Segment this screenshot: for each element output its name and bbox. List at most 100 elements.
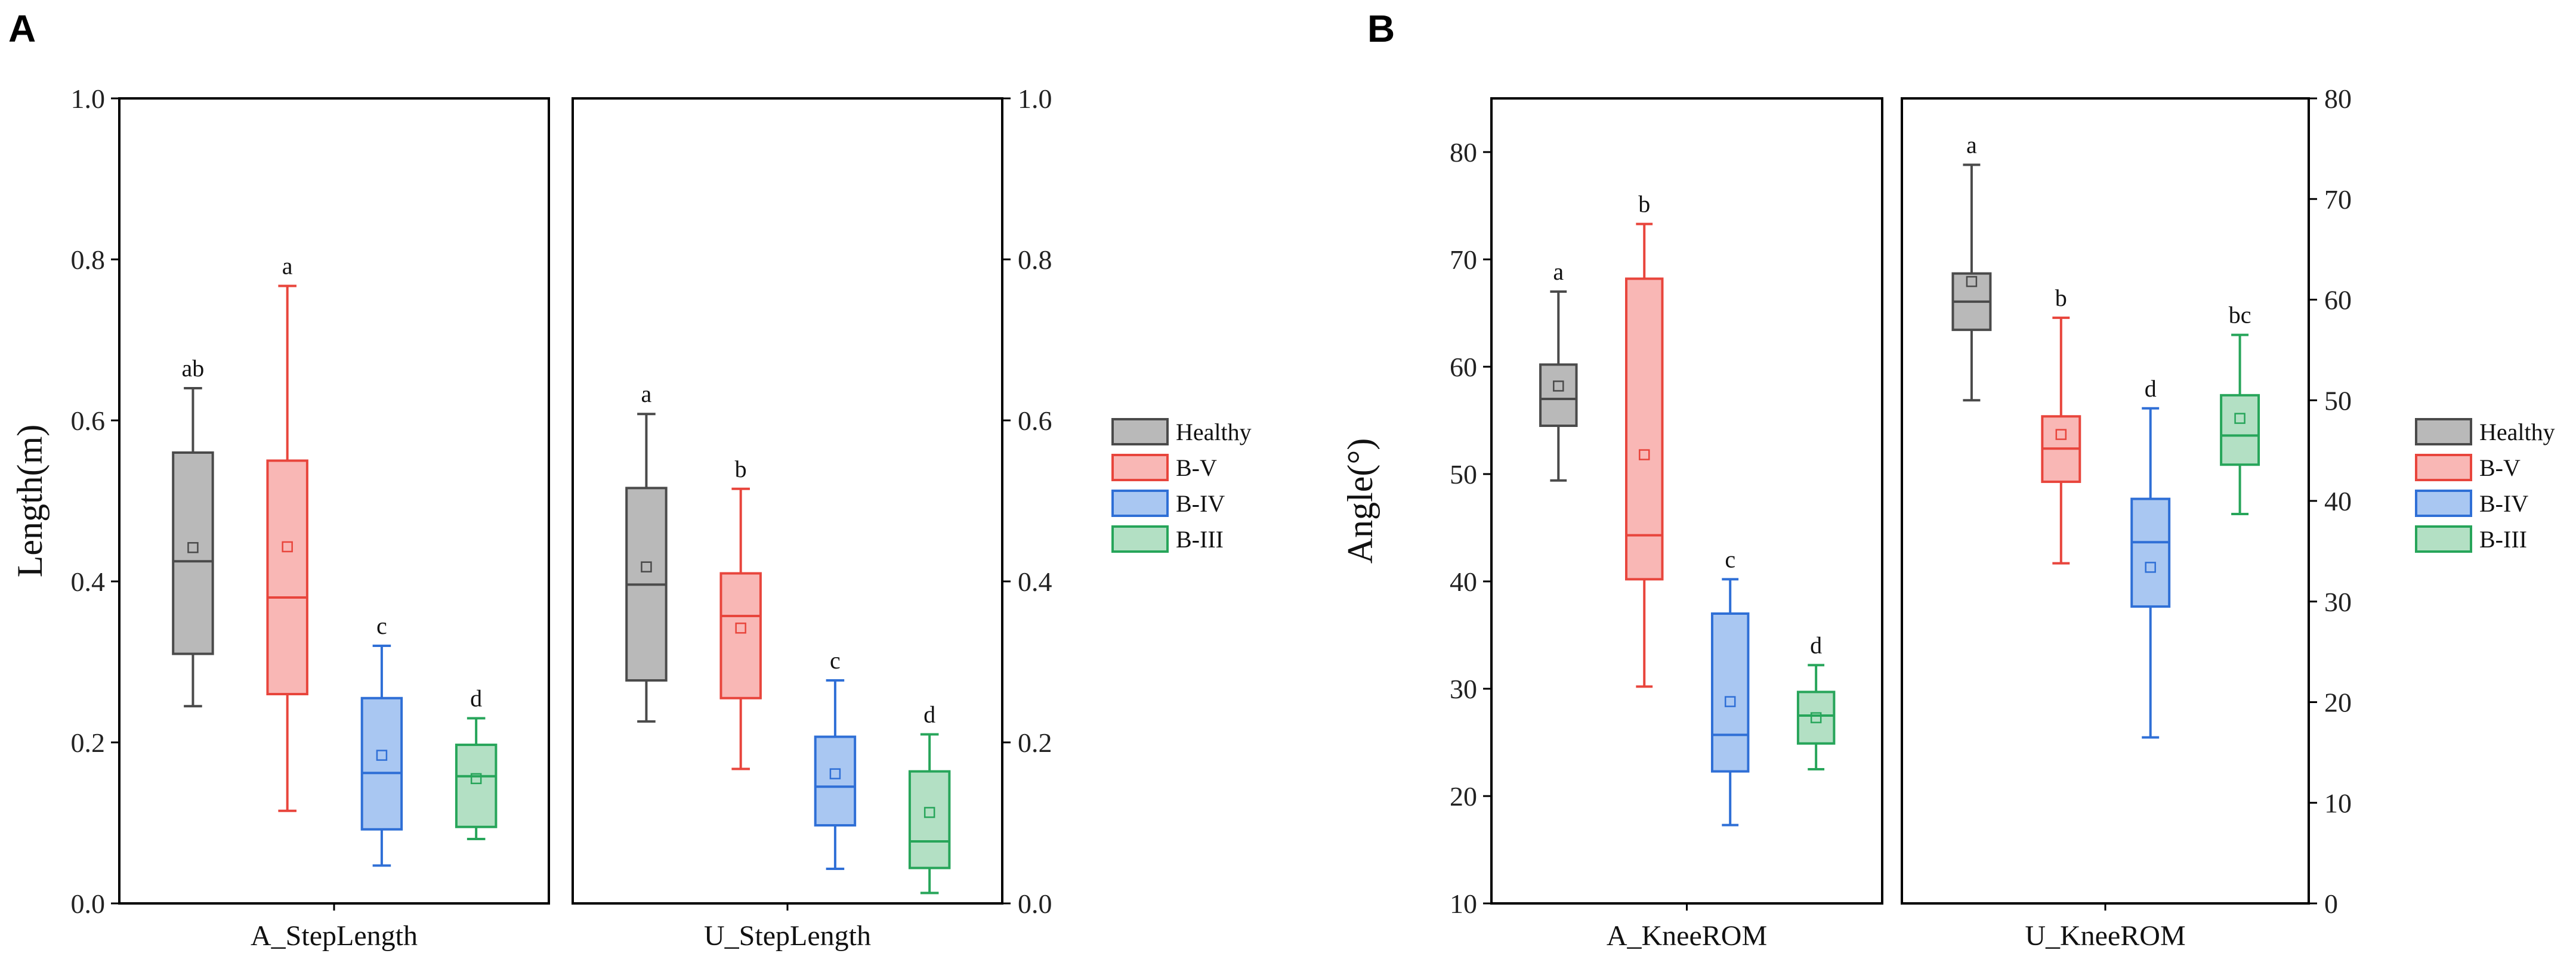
legend-swatch bbox=[2415, 525, 2472, 553]
legend-swatch bbox=[2415, 454, 2472, 481]
box-iqr bbox=[1539, 363, 1578, 428]
right-axis-tick-label: 20 bbox=[2324, 688, 2352, 718]
significance-letter: b bbox=[2055, 284, 2067, 311]
legend-swatch bbox=[2415, 418, 2472, 445]
legend-label: Healthy bbox=[1176, 419, 1252, 445]
legend-swatch bbox=[1111, 490, 1169, 517]
significance-letter: d bbox=[2145, 375, 2157, 402]
box-mean-marker bbox=[2055, 429, 2067, 440]
box-iqr bbox=[455, 744, 498, 828]
significance-letter: c bbox=[376, 612, 387, 639]
legend-label: B-III bbox=[2479, 526, 2527, 553]
left-axis-tick-label: 10 bbox=[1450, 888, 1477, 919]
box-iqr bbox=[172, 451, 214, 655]
left-axis-tick-label: 40 bbox=[1450, 566, 1477, 597]
left-axis-tick-label: 70 bbox=[1450, 244, 1477, 275]
legend-label: B-IV bbox=[1176, 490, 1225, 517]
box-mean-marker bbox=[2145, 562, 2156, 573]
box-iqr bbox=[1796, 691, 1836, 745]
box-iqr bbox=[1625, 277, 1664, 581]
significance-letter: a bbox=[1966, 131, 1977, 158]
significance-letter: c bbox=[1725, 546, 1735, 572]
left-axis-tick-label: 50 bbox=[1450, 459, 1477, 490]
box-mean-marker bbox=[187, 542, 199, 553]
right-axis-tick-label: 50 bbox=[2324, 385, 2352, 416]
box-iqr bbox=[2220, 394, 2260, 466]
panel-label-b: B bbox=[1367, 7, 1395, 50]
significance-letter: ab bbox=[182, 355, 205, 382]
box-mean-marker bbox=[1553, 380, 1564, 392]
y-axis-title: Length(m) bbox=[10, 425, 50, 578]
box-iqr bbox=[2130, 497, 2171, 608]
significance-letter: a bbox=[1553, 258, 1564, 285]
significance-letter: b bbox=[735, 456, 747, 482]
right-axis-tick-label: 30 bbox=[2324, 587, 2352, 617]
right-axis-tick-label: 10 bbox=[2324, 788, 2352, 818]
box-mean-marker bbox=[641, 561, 652, 572]
right-axis-tick-label: 0.0 bbox=[1018, 888, 1052, 919]
left-axis-tick-label: 0.6 bbox=[71, 405, 106, 436]
left-axis-tick-label: 0.2 bbox=[71, 727, 106, 758]
right-axis-tick-label: 80 bbox=[2324, 83, 2352, 114]
right-axis-tick-label: 0 bbox=[2324, 888, 2338, 919]
box-iqr bbox=[719, 572, 762, 699]
box-mean-marker bbox=[923, 807, 935, 818]
legend-label: B-V bbox=[1176, 454, 1217, 481]
box-mean-marker bbox=[376, 750, 388, 761]
significance-letter: d bbox=[470, 685, 482, 712]
legend-swatch bbox=[1111, 454, 1169, 481]
panel-label-a: A bbox=[8, 7, 36, 50]
box-mean-marker bbox=[1810, 712, 1822, 723]
right-axis-tick-label: 0.8 bbox=[1018, 244, 1052, 275]
box-iqr bbox=[360, 696, 403, 831]
subplot-frame-1 bbox=[1901, 97, 2310, 905]
x-category-label: U_StepLength bbox=[704, 920, 871, 952]
legend-label: Healthy bbox=[2479, 419, 2555, 445]
left-axis-tick-label: 20 bbox=[1450, 781, 1477, 812]
left-axis-tick-label: 0.0 bbox=[71, 888, 106, 919]
right-axis-tick-label: 0.6 bbox=[1018, 405, 1052, 436]
significance-letter: b bbox=[1638, 191, 1650, 218]
left-axis-tick-label: 30 bbox=[1450, 674, 1477, 704]
legend-swatch bbox=[1111, 418, 1169, 445]
legend-swatch bbox=[1111, 525, 1169, 553]
left-axis-tick-label: 0.8 bbox=[71, 244, 106, 275]
box-mean-marker bbox=[1638, 449, 1650, 460]
x-category-label: A_StepLength bbox=[251, 920, 418, 952]
left-axis-tick-label: 60 bbox=[1450, 352, 1477, 382]
box-mean-marker bbox=[282, 541, 293, 553]
left-axis-tick-label: 1.0 bbox=[71, 83, 106, 114]
box-mean-marker bbox=[2234, 413, 2245, 424]
legend-label: B-IV bbox=[2479, 490, 2528, 517]
right-axis-tick-label: 60 bbox=[2324, 285, 2352, 315]
box-iqr bbox=[908, 770, 951, 869]
left-axis-tick-label: 0.4 bbox=[71, 566, 106, 597]
right-axis-tick-label: 40 bbox=[2324, 486, 2352, 516]
significance-letter: a bbox=[282, 253, 293, 280]
significance-letter: c bbox=[830, 647, 841, 674]
box-iqr bbox=[266, 459, 308, 695]
significance-letter: bc bbox=[2229, 302, 2251, 329]
significance-letter: d bbox=[1810, 631, 1822, 658]
box-mean-marker bbox=[829, 768, 841, 779]
x-category-label: U_KneeROM bbox=[2025, 920, 2185, 952]
box-iqr bbox=[814, 735, 857, 827]
left-axis-tick-label: 80 bbox=[1450, 137, 1477, 168]
right-axis-tick-label: 1.0 bbox=[1018, 83, 1052, 114]
box-iqr bbox=[1710, 612, 1750, 773]
legend-label: B-III bbox=[1176, 526, 1224, 553]
y-axis-title: Angle(°) bbox=[1340, 438, 1380, 564]
x-category-label: A_KneeROM bbox=[1607, 920, 1767, 952]
right-axis-tick-label: 0.4 bbox=[1018, 566, 1052, 597]
subplot-frame-0 bbox=[1490, 97, 1883, 905]
legend-swatch bbox=[2415, 490, 2472, 517]
significance-letter: d bbox=[923, 701, 935, 728]
box-mean-marker bbox=[1724, 696, 1736, 707]
right-axis-tick-label: 0.2 bbox=[1018, 727, 1052, 758]
box-mean-marker bbox=[735, 623, 746, 634]
box-mean-marker bbox=[470, 773, 482, 784]
right-axis-tick-label: 70 bbox=[2324, 184, 2352, 215]
significance-letter: a bbox=[641, 380, 652, 407]
box-mean-marker bbox=[1966, 275, 1978, 287]
